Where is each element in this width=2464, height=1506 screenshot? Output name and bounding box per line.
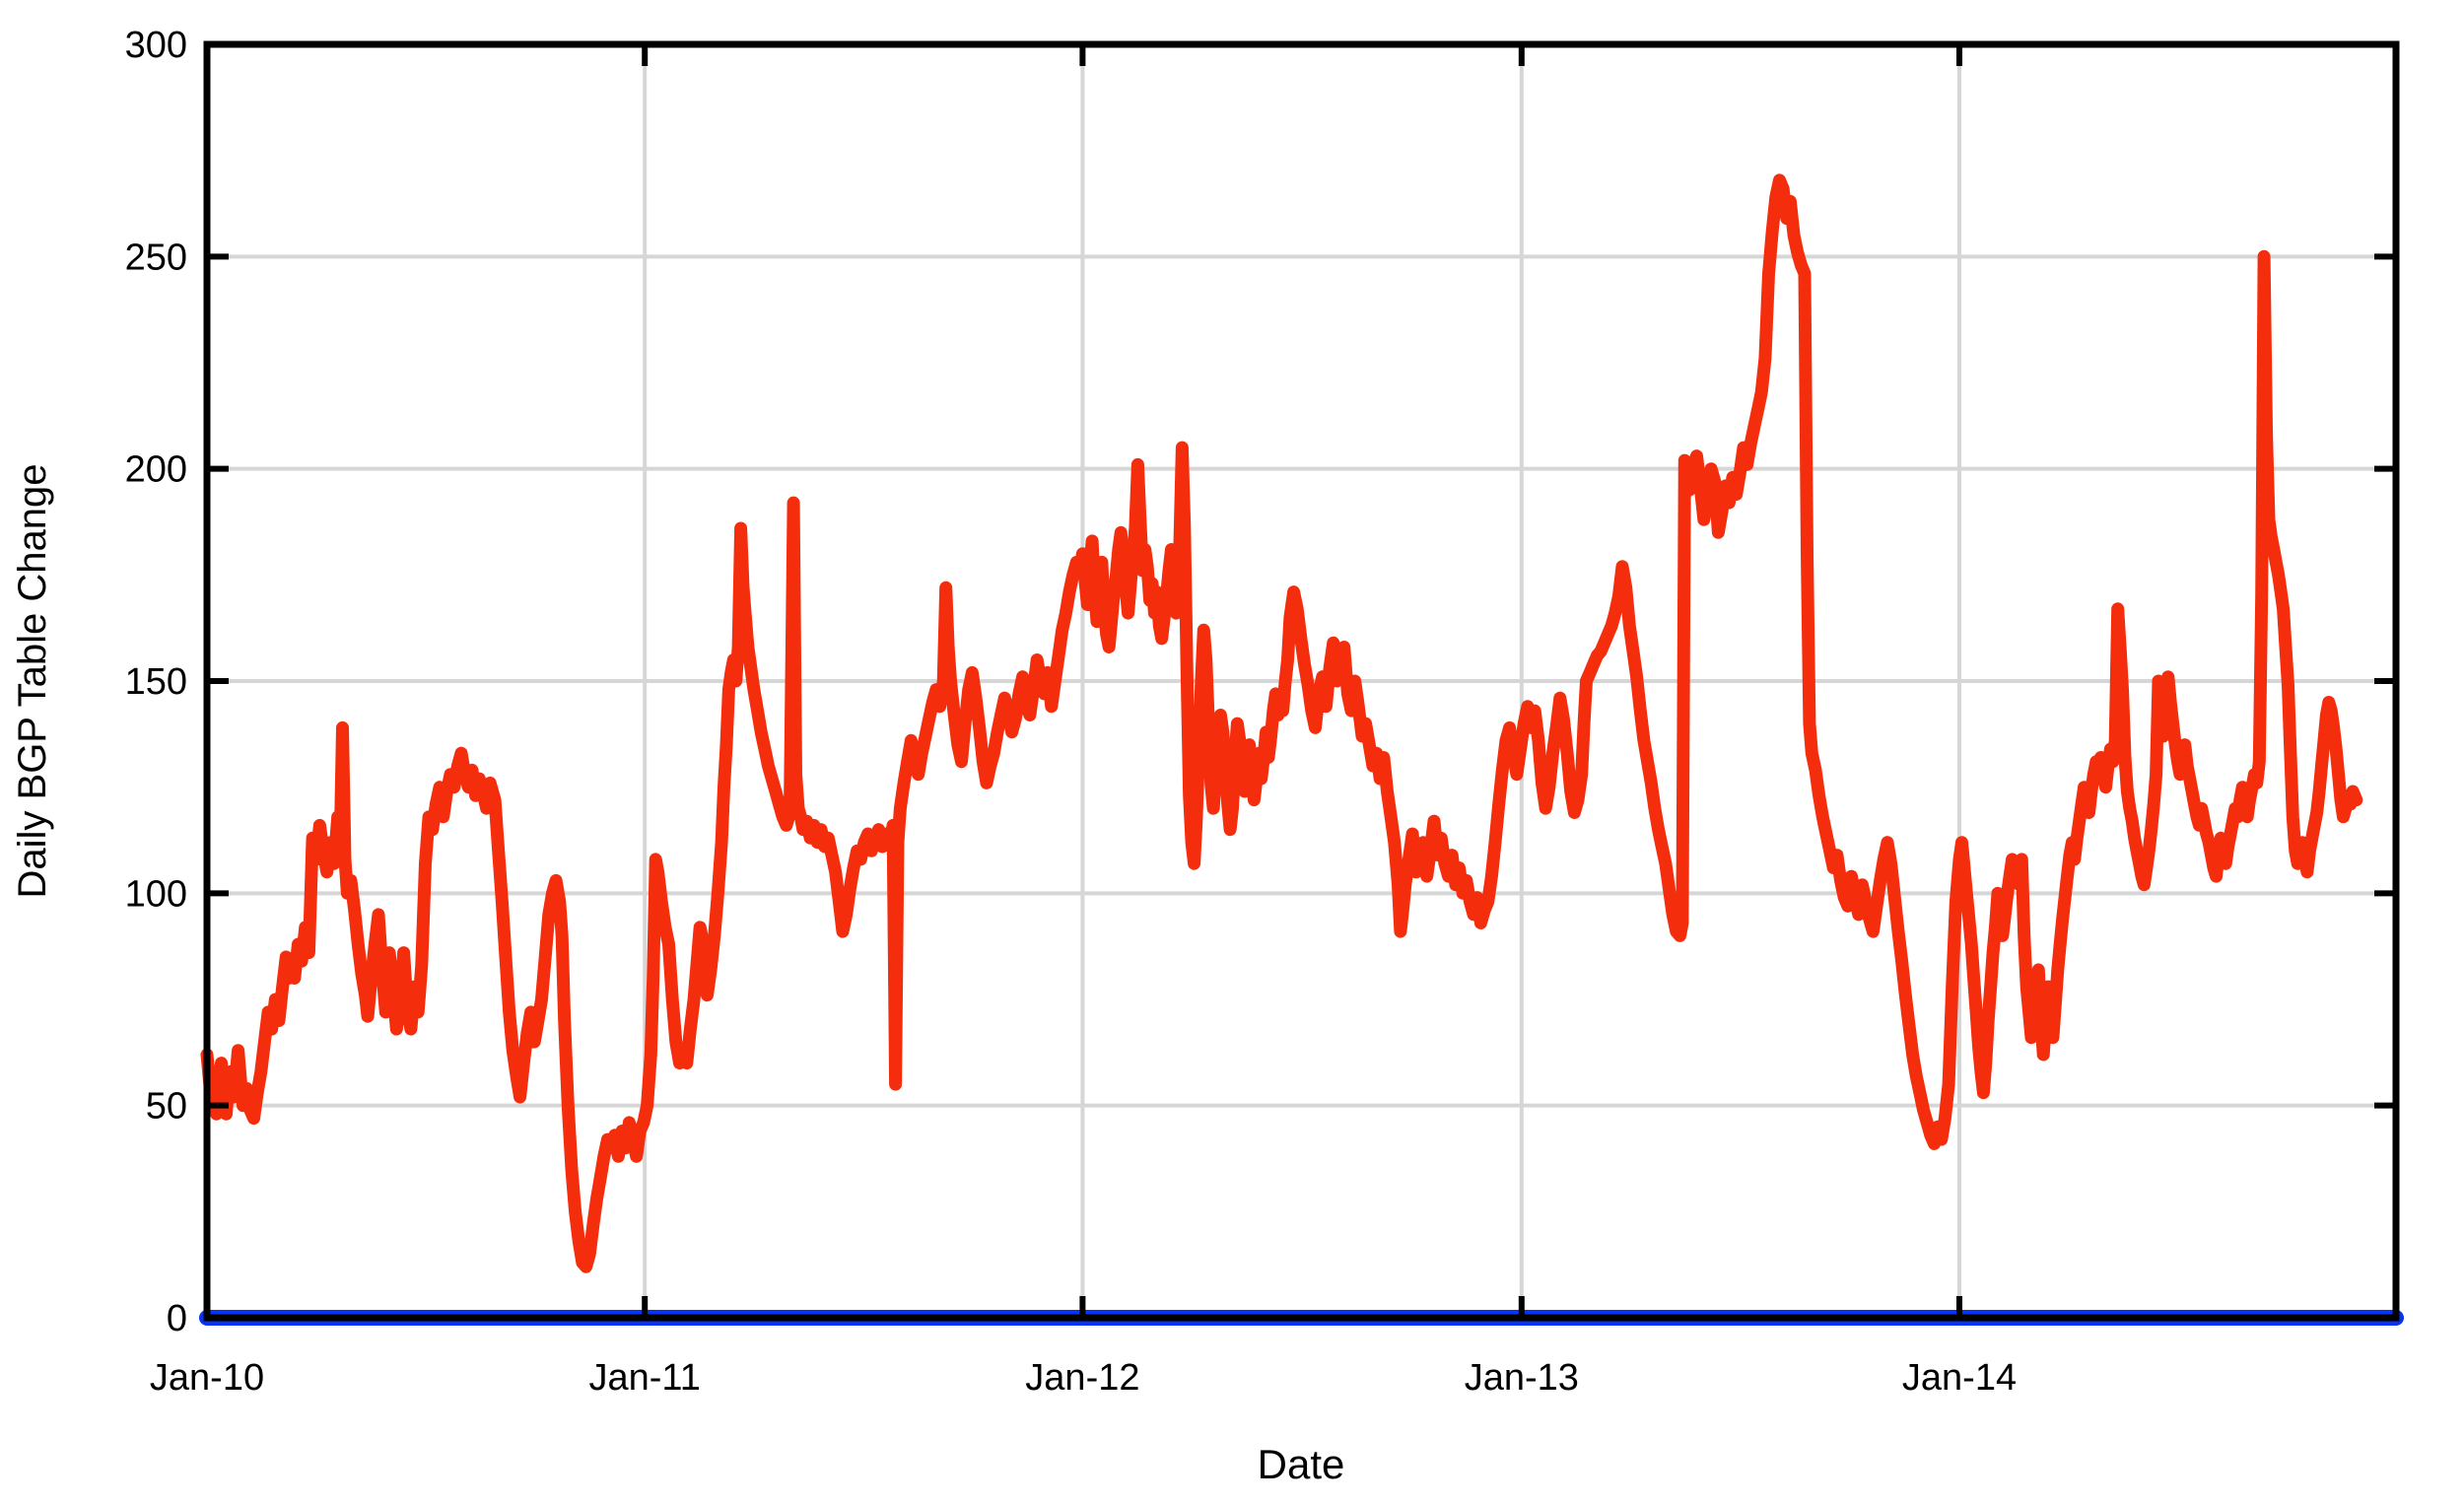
y-tick-label-150: 150 (125, 661, 187, 703)
y-tick-label-250: 250 (125, 237, 187, 278)
x-tick-label-Jan-13: Jan-13 (1465, 1357, 1579, 1399)
y-axis-title: Daily BGP Table Change (11, 463, 54, 898)
series-daily-bgp-table-change (200, 173, 2363, 1273)
data-series (199, 173, 2404, 1326)
axis-ticks (207, 44, 2396, 1318)
x-tick-label-Jan-12: Jan-12 (1025, 1357, 1139, 1399)
y-tick-label-200: 200 (125, 449, 187, 491)
x-tick-label-Jan-10: Jan-10 (150, 1357, 264, 1399)
x-tick-label-Jan-11: Jan-11 (589, 1357, 701, 1399)
x-axis-title: Date (1258, 1441, 1345, 1487)
y-tick-label-100: 100 (125, 873, 187, 915)
axis-tick-labels: 0 50 100 150 200 250 300 Jan-10 Jan-11 Jan-12 Jan-… (125, 25, 2018, 1399)
y-tick-label-0: 0 (167, 1298, 187, 1339)
y-tick-label-300: 300 (125, 25, 187, 66)
x-tick-label-Jan-14: Jan-14 (1902, 1357, 2017, 1399)
y-tick-label-50: 50 (146, 1086, 187, 1128)
